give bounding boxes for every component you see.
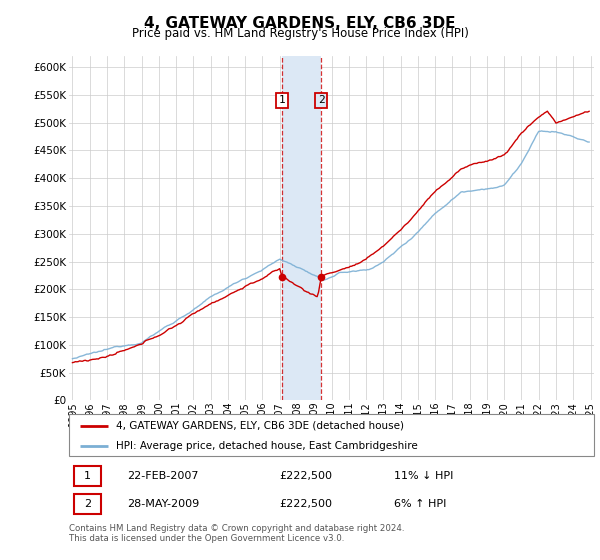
Text: £222,500: £222,500	[279, 471, 332, 480]
Text: 4, GATEWAY GARDENS, ELY, CB6 3DE: 4, GATEWAY GARDENS, ELY, CB6 3DE	[144, 16, 456, 31]
Text: 1: 1	[84, 471, 91, 480]
Text: 2: 2	[84, 500, 91, 509]
Text: 28-MAY-2009: 28-MAY-2009	[127, 500, 199, 509]
Text: 6% ↑ HPI: 6% ↑ HPI	[395, 500, 447, 509]
Text: 1: 1	[278, 95, 286, 105]
Text: Price paid vs. HM Land Registry's House Price Index (HPI): Price paid vs. HM Land Registry's House …	[131, 27, 469, 40]
Text: 22-FEB-2007: 22-FEB-2007	[127, 471, 198, 480]
Text: Contains HM Land Registry data © Crown copyright and database right 2024.
This d: Contains HM Land Registry data © Crown c…	[69, 524, 404, 543]
FancyBboxPatch shape	[74, 494, 101, 514]
FancyBboxPatch shape	[74, 466, 101, 486]
Text: £222,500: £222,500	[279, 500, 332, 509]
FancyBboxPatch shape	[69, 414, 594, 456]
Text: 2: 2	[318, 95, 325, 105]
Text: 11% ↓ HPI: 11% ↓ HPI	[395, 471, 454, 480]
Text: 4, GATEWAY GARDENS, ELY, CB6 3DE (detached house): 4, GATEWAY GARDENS, ELY, CB6 3DE (detach…	[116, 421, 404, 431]
Text: HPI: Average price, detached house, East Cambridgeshire: HPI: Average price, detached house, East…	[116, 441, 418, 451]
Bar	[282, 56, 321, 400]
